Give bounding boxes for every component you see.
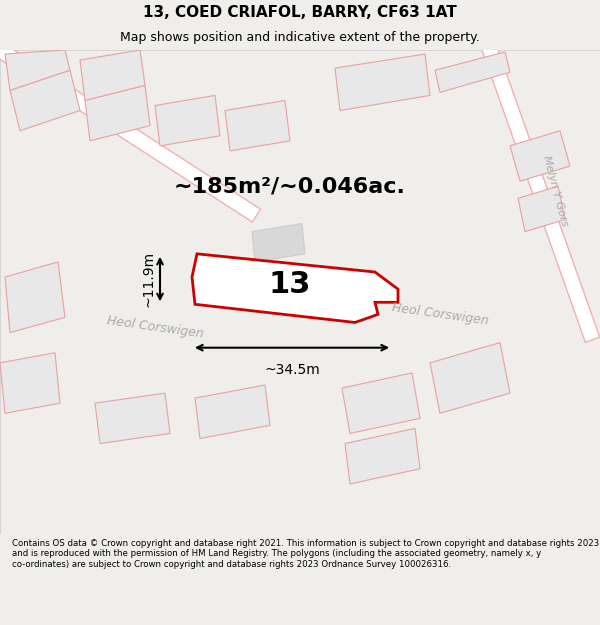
Polygon shape bbox=[5, 262, 65, 332]
Polygon shape bbox=[345, 428, 420, 484]
Polygon shape bbox=[252, 224, 305, 262]
Text: ~34.5m: ~34.5m bbox=[264, 363, 320, 377]
Polygon shape bbox=[342, 373, 420, 434]
Text: ~11.9m: ~11.9m bbox=[141, 251, 155, 307]
Text: Contains OS data © Crown copyright and database right 2021. This information is : Contains OS data © Crown copyright and d… bbox=[12, 539, 599, 569]
Polygon shape bbox=[80, 50, 145, 101]
Text: 13: 13 bbox=[269, 269, 311, 299]
Polygon shape bbox=[5, 50, 70, 91]
Text: ~185m²/~0.046ac.: ~185m²/~0.046ac. bbox=[174, 176, 406, 196]
Polygon shape bbox=[192, 254, 398, 322]
Text: Map shows position and indicative extent of the property.: Map shows position and indicative extent… bbox=[120, 31, 480, 44]
Polygon shape bbox=[0, 352, 60, 413]
Polygon shape bbox=[155, 96, 220, 146]
Polygon shape bbox=[435, 52, 510, 92]
Text: Melyn Y Gors: Melyn Y Gors bbox=[541, 155, 569, 228]
Text: 13, COED CRIAFOL, BARRY, CF63 1AT: 13, COED CRIAFOL, BARRY, CF63 1AT bbox=[143, 5, 457, 20]
Polygon shape bbox=[195, 385, 270, 439]
Polygon shape bbox=[518, 186, 565, 232]
Polygon shape bbox=[335, 54, 430, 111]
Polygon shape bbox=[10, 70, 80, 131]
Text: Heol Corswigen: Heol Corswigen bbox=[106, 314, 204, 341]
Polygon shape bbox=[95, 393, 170, 444]
Polygon shape bbox=[510, 131, 570, 181]
Polygon shape bbox=[85, 86, 150, 141]
Text: Heol Corswigen: Heol Corswigen bbox=[391, 301, 489, 328]
Polygon shape bbox=[430, 342, 510, 413]
Polygon shape bbox=[225, 101, 290, 151]
